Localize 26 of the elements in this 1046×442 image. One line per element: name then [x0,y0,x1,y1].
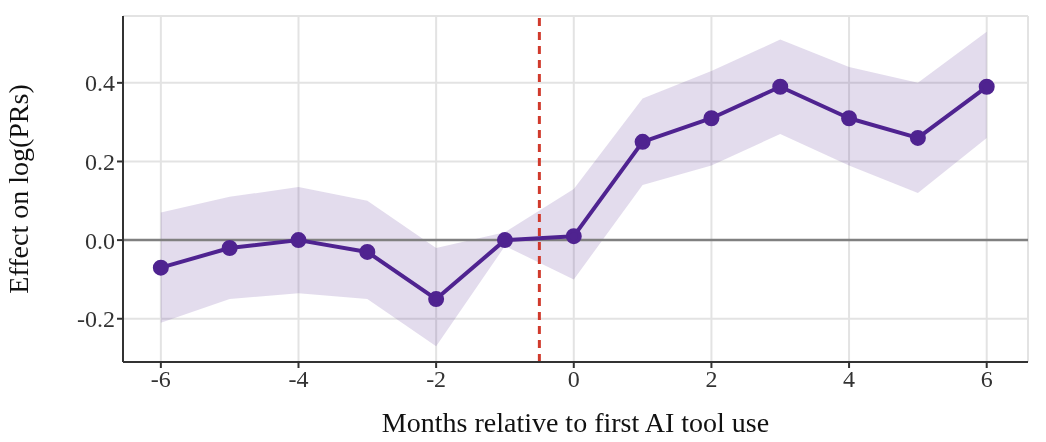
x-tick-label: 2 [705,366,718,393]
y-tick-label: -0.2 [77,306,115,333]
y-tick-label: 0.2 [85,149,115,175]
y-axis-title: Effect on log(PRs) [2,84,34,294]
x-tick-label: 0 [567,366,580,393]
point [565,228,582,245]
x-tick-label: -6 [150,366,171,393]
y-tick-label: 0.0 [85,227,115,254]
x-tick-label: 4 [843,366,856,393]
point [152,259,169,276]
point [634,133,651,150]
point [978,78,995,95]
y-tick-label: 0.4 [85,70,115,97]
point [359,243,376,260]
point [496,232,513,249]
point [703,110,720,127]
x-tick-label: -4 [288,366,309,393]
point [909,129,926,146]
point [772,78,789,95]
point [428,291,445,308]
x-axis-title: Months relative to first AI tool use [381,407,770,438]
x-tick-label: -2 [426,366,447,393]
point [290,232,307,249]
point [221,239,238,256]
x-tick-label: 6 [980,366,993,393]
point [841,110,858,127]
